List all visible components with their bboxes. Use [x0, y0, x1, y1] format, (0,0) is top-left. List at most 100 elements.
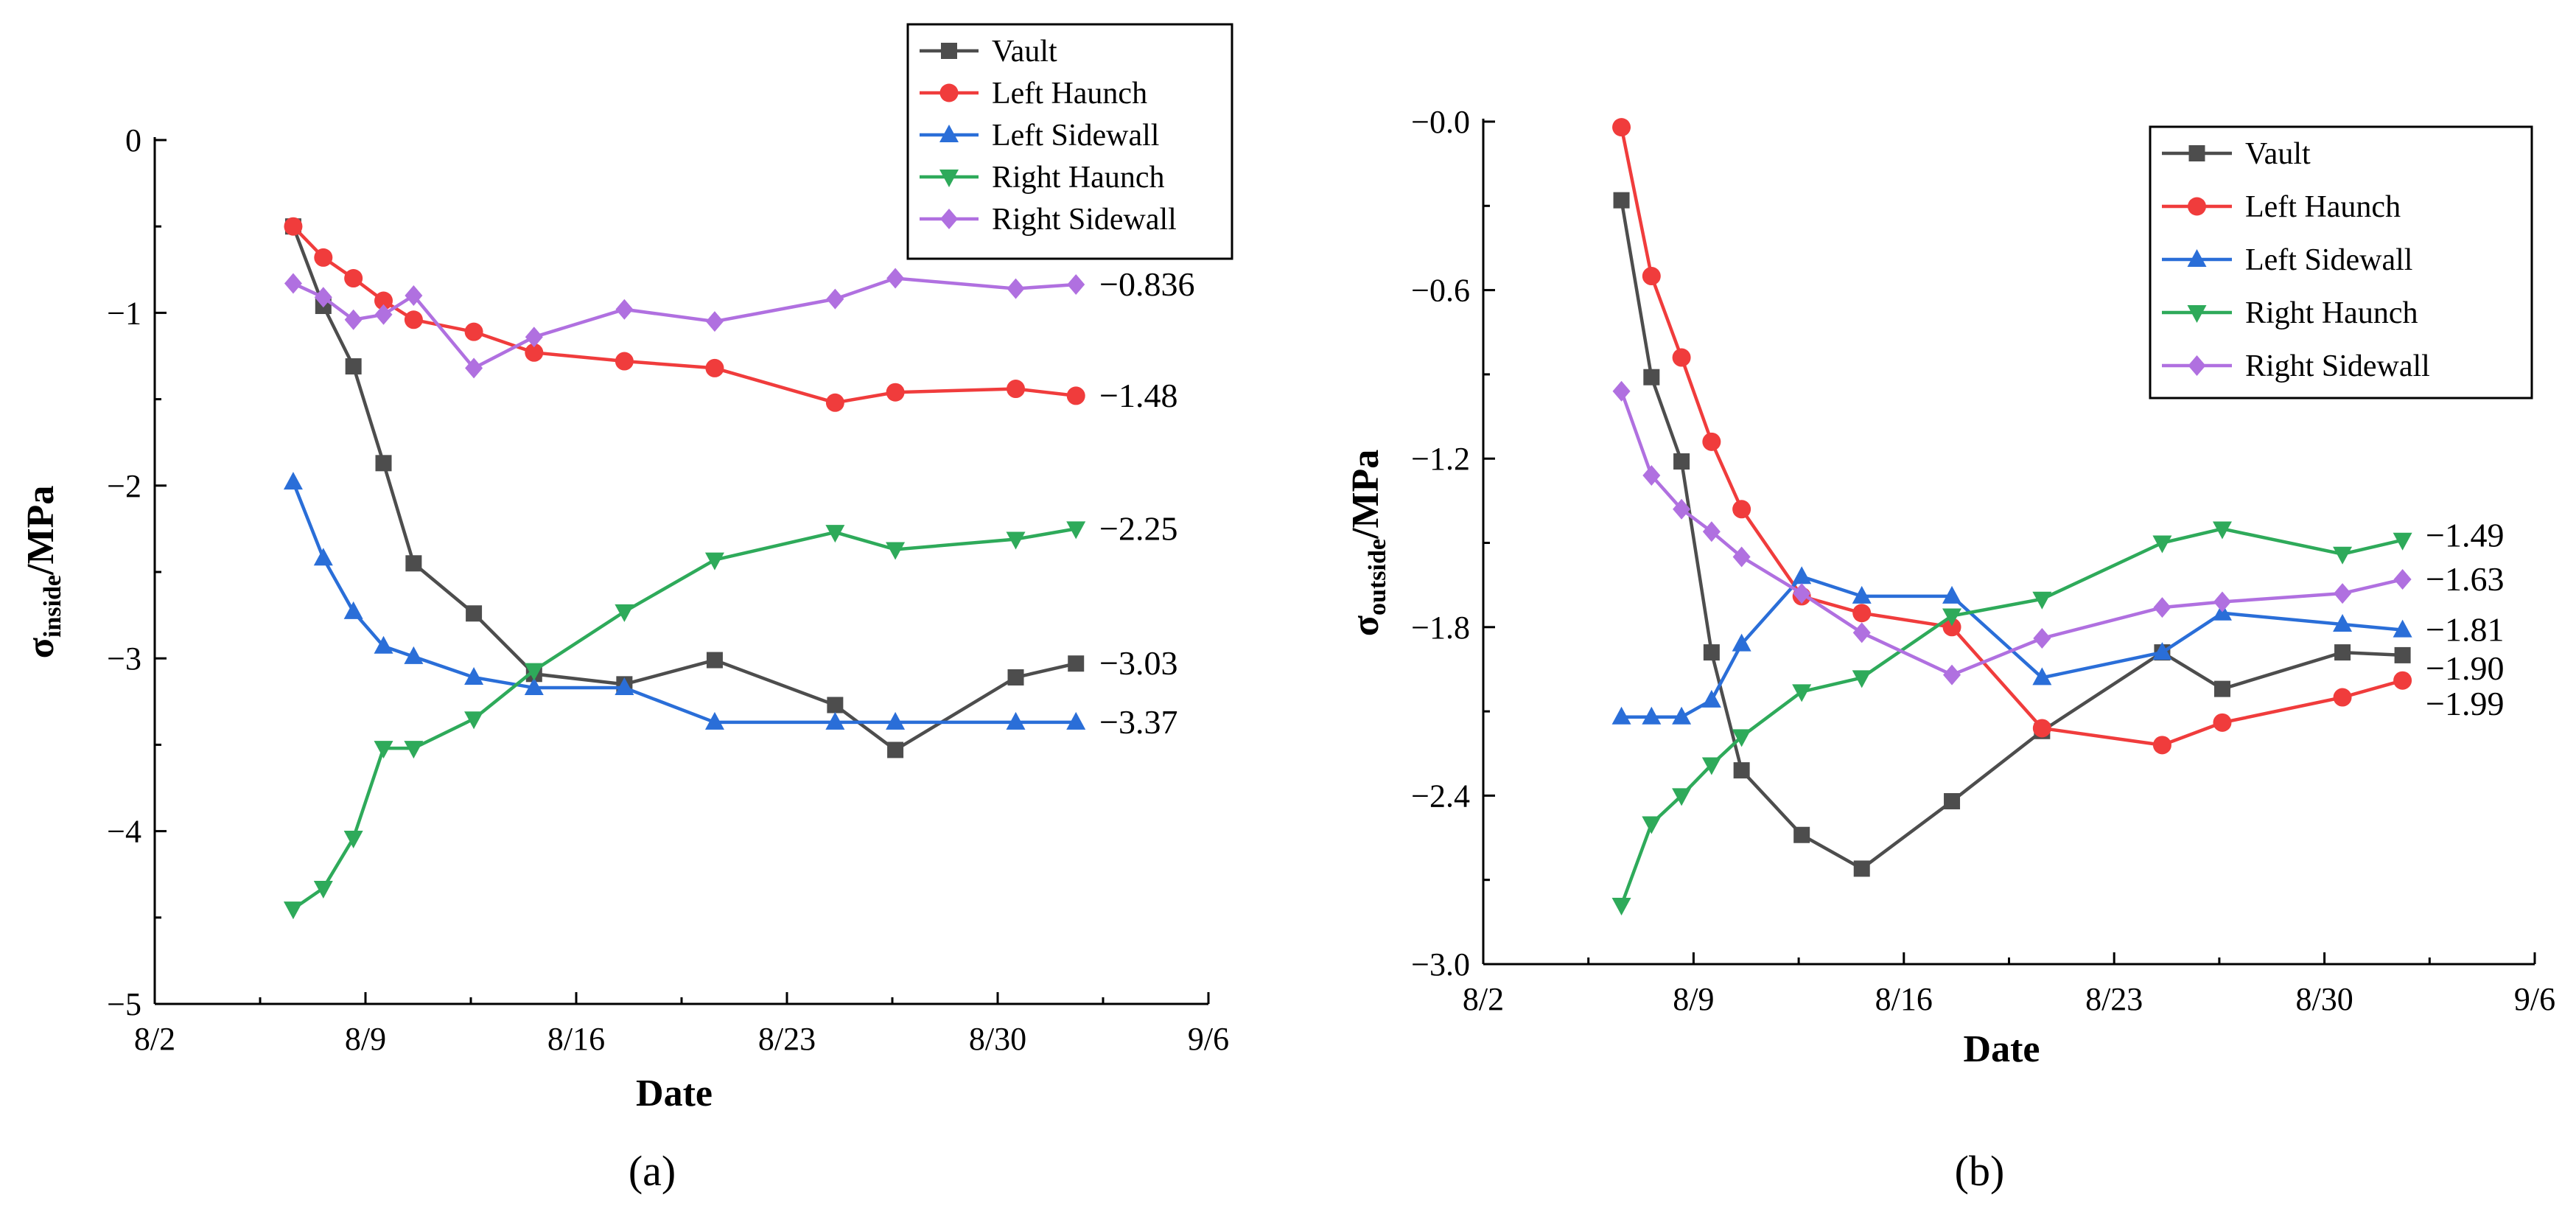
- data-point-left-haunch: [284, 217, 303, 236]
- data-point-right-haunch: [1701, 757, 1721, 775]
- series-line-right-haunch: [292, 527, 1077, 910]
- legend-marker-left-sidewall: [2187, 249, 2207, 267]
- data-point-left-haunch: [1066, 386, 1085, 405]
- data-point-left-haunch: [1612, 118, 1631, 137]
- data-point-left-sidewall: [615, 677, 634, 696]
- y-tick-label: −3: [107, 641, 141, 677]
- data-point-right-haunch: [343, 830, 363, 848]
- data-point-left-sidewall: [825, 711, 845, 730]
- data-point-left-haunch: [2213, 713, 2232, 732]
- data-point-vault: [1853, 860, 1870, 877]
- panel-label: (b): [1955, 1147, 2005, 1195]
- data-point-left-sidewall: [283, 472, 303, 490]
- data-point-right-sidewall: [1007, 278, 1025, 299]
- data-point-right-sidewall: [1673, 498, 1691, 520]
- data-point-left-sidewall: [1642, 706, 1662, 725]
- legend-item-right-haunch: Right Haunch: [2162, 296, 2418, 330]
- data-point-right-haunch: [374, 741, 393, 759]
- data-point-right-sidewall: [284, 273, 302, 294]
- data-point-left-haunch: [374, 291, 393, 310]
- data-point-vault: [1944, 793, 1961, 810]
- legend: Vault Left Haunch Left Sidewall Right Haunc…: [906, 23, 1233, 260]
- data-point-right-haunch: [1672, 788, 1692, 806]
- data-point-left-sidewall: [1792, 566, 1812, 585]
- data-point-left-haunch: [2152, 736, 2171, 755]
- y-axis-title: σoutside/MPa: [1345, 450, 1391, 637]
- data-point-vault: [2213, 680, 2230, 697]
- data-point-right-sidewall: [705, 311, 724, 332]
- data-point-vault: [1613, 192, 1630, 209]
- data-point-right-sidewall: [1642, 465, 1661, 486]
- legend-marker-right-haunch: [2187, 305, 2207, 323]
- y-tick-label: −4: [107, 814, 141, 850]
- data-point-right-sidewall: [2213, 591, 2231, 613]
- y-tick-label: −0.0: [1411, 104, 1470, 140]
- data-point-right-haunch: [1942, 608, 1962, 627]
- end-value-label: −1.99: [2426, 685, 2504, 722]
- data-point-right-sidewall: [1732, 546, 1751, 568]
- legend-item-left-sidewall: Left Sidewall: [920, 119, 1159, 153]
- data-point-right-haunch: [2212, 521, 2232, 540]
- y-axis-unit: /MPa: [20, 486, 62, 576]
- data-point-vault: [375, 455, 392, 472]
- data-point-right-haunch: [1852, 670, 1872, 688]
- data-point-vault: [1733, 762, 1750, 779]
- y-tick-label: −1.2: [1411, 441, 1470, 477]
- data-point-left-sidewall: [524, 677, 544, 696]
- data-point-left-sidewall: [313, 548, 333, 566]
- legend-marker-vault: [941, 43, 957, 59]
- data-point-left-haunch: [1672, 348, 1691, 367]
- legend-label: Right Haunch: [2245, 296, 2418, 330]
- data-point-right-haunch: [1611, 897, 1631, 915]
- end-value-label: −1.63: [2426, 560, 2504, 598]
- series-left-haunch: [284, 217, 1085, 412]
- legend-label: Left Haunch: [992, 77, 1147, 111]
- y-tick-label: −2: [107, 468, 141, 504]
- data-point-right-sidewall: [1702, 521, 1721, 543]
- data-point-left-haunch: [314, 248, 333, 267]
- data-point-left-sidewall: [2152, 642, 2172, 660]
- legend-label: Vault: [992, 35, 1057, 69]
- y-tick-label: −5: [107, 986, 141, 1022]
- y-axis-unit: /MPa: [1345, 450, 1387, 540]
- legend-item-left-haunch: Left Haunch: [2162, 190, 2401, 224]
- data-point-left-sidewall: [1852, 585, 1872, 604]
- x-tick-label: 8/16: [1875, 981, 1933, 1017]
- x-tick-label: 8/30: [2295, 981, 2353, 1017]
- data-point-left-haunch: [2393, 671, 2412, 690]
- data-point-left-haunch: [525, 343, 544, 362]
- data-point-vault: [1007, 669, 1024, 686]
- data-point-right-haunch: [825, 525, 845, 543]
- legend-label: Right Haunch: [992, 161, 1164, 195]
- series-left-sidewall: [1611, 566, 2412, 725]
- legend-item-left-haunch: Left Haunch: [920, 77, 1147, 111]
- series-right-sidewall: [284, 268, 1085, 379]
- data-point-vault: [2334, 644, 2351, 661]
- data-point-right-sidewall: [1067, 273, 1085, 295]
- data-point-left-sidewall: [1066, 711, 1086, 730]
- data-point-right-haunch: [2393, 532, 2412, 551]
- data-point-right-sidewall: [1612, 380, 1631, 402]
- data-point-left-haunch: [1007, 380, 1026, 399]
- data-point-right-haunch: [1792, 684, 1812, 702]
- legend-marker-right-sidewall: [940, 209, 958, 229]
- series-left-sidewall: [283, 472, 1086, 730]
- data-point-right-sidewall: [344, 309, 363, 330]
- data-point-right-sidewall: [525, 327, 543, 348]
- data-point-right-sidewall: [314, 287, 332, 308]
- chart-b: 8/2 8/9 8/16 8/23 8/30 9/6 −0.0 −0.6 −1.2 −1.8 −2.…: [1345, 104, 2555, 1195]
- data-point-left-sidewall: [1942, 585, 1962, 604]
- data-point-left-haunch: [2333, 688, 2352, 707]
- data-point-left-sidewall: [2333, 613, 2353, 632]
- y-tick-label: −2.4: [1411, 778, 1470, 814]
- y-tick-label: −1.8: [1411, 610, 1470, 646]
- data-point-left-sidewall: [886, 711, 906, 730]
- data-point-left-haunch: [886, 383, 905, 402]
- data-point-right-haunch: [886, 542, 906, 560]
- x-tick-label: 8/2: [1463, 981, 1504, 1017]
- data-point-right-haunch: [615, 604, 634, 622]
- end-value-label: −1.81: [2426, 611, 2504, 649]
- data-point-right-sidewall: [465, 357, 483, 379]
- series-line-right-sidewall: [1620, 391, 2404, 677]
- end-value-label: −0.836: [1099, 265, 1194, 303]
